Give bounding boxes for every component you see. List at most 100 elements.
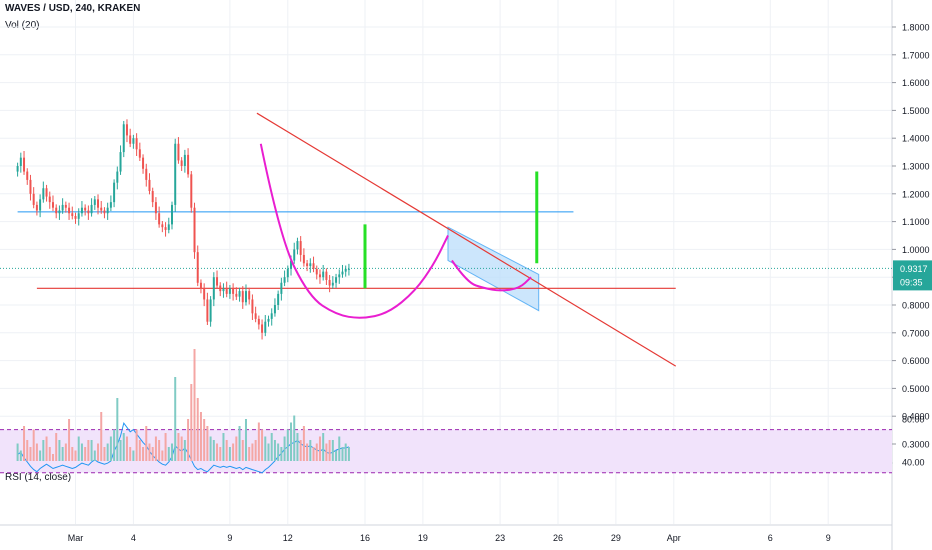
candle-body — [257, 318, 260, 325]
price-tick-label: 0.4000 — [902, 412, 930, 422]
candle-body — [58, 210, 61, 214]
candle-body — [42, 188, 45, 200]
candle-body — [164, 227, 167, 230]
volume-bar — [145, 426, 148, 461]
candle — [331, 276, 334, 289]
volume-bar — [312, 447, 315, 461]
volume-bar — [23, 426, 26, 461]
candle-body — [187, 154, 190, 175]
candle-body — [193, 207, 196, 253]
candle — [222, 283, 225, 298]
volume-bar — [174, 377, 177, 461]
candle-body — [296, 241, 299, 250]
candle-body — [283, 277, 286, 283]
volume-bar — [216, 443, 219, 461]
candle-body — [158, 213, 161, 225]
candle-body — [80, 207, 83, 214]
candle — [71, 206, 74, 220]
volume-bar — [286, 429, 289, 461]
candle-body — [16, 166, 19, 172]
candle — [244, 284, 247, 306]
candle-body — [135, 138, 138, 150]
rsi-tick-label: 80.00 — [902, 414, 925, 424]
candle-body — [190, 174, 193, 208]
candle — [251, 294, 254, 321]
volume-bar — [302, 426, 305, 461]
candle-body — [219, 285, 222, 292]
volume-bar — [309, 440, 312, 461]
candle-body — [113, 182, 116, 203]
volume-bar — [222, 433, 225, 461]
volume-bar — [248, 447, 251, 461]
volume-bar — [148, 443, 151, 461]
volume-bar — [74, 450, 77, 461]
candle — [238, 287, 241, 302]
candle — [113, 179, 116, 208]
candle — [167, 217, 170, 234]
volume-bar — [177, 433, 180, 461]
candle — [132, 134, 135, 149]
rsi-tick-label: 40.00 — [902, 458, 925, 468]
volume-bar — [280, 447, 283, 461]
candle-body — [212, 277, 215, 300]
candle-body — [29, 179, 32, 194]
volume-bar — [254, 440, 257, 461]
volume-bar — [277, 443, 280, 461]
candle-body — [325, 271, 328, 280]
volume-bar — [106, 443, 109, 461]
candle — [48, 191, 51, 209]
candle — [267, 315, 270, 327]
volume-bar — [138, 440, 141, 461]
volume-bar — [180, 436, 183, 461]
candle-body — [318, 274, 321, 278]
candle-body — [315, 268, 318, 275]
candle — [103, 207, 106, 219]
volume-bar — [209, 436, 212, 461]
volume-bar — [273, 440, 276, 461]
candle-body — [93, 199, 96, 205]
descending-trendline — [256, 112, 677, 367]
candle-body — [119, 152, 122, 172]
time-tick-label: 4 — [131, 533, 136, 543]
candle — [203, 283, 206, 307]
price-badge-bg — [893, 260, 932, 291]
candle — [51, 195, 54, 212]
candle-body — [180, 160, 183, 166]
volume-bar — [151, 447, 154, 461]
volume-bar — [158, 440, 161, 461]
volume-bar — [257, 422, 260, 461]
candle — [109, 195, 112, 212]
volume-bar — [161, 450, 164, 461]
volume-bar — [135, 429, 138, 461]
candle — [177, 137, 180, 164]
candle — [145, 163, 148, 187]
candle-body — [232, 288, 235, 294]
candle — [100, 201, 103, 214]
candle — [318, 269, 321, 284]
candle — [97, 194, 100, 215]
rsi-pane — [0, 421, 892, 474]
candle — [180, 157, 183, 172]
volume-bar — [32, 429, 35, 461]
time-axis[interactable]: Mar 4 9 12 16 19 23 26 29 Apr 6 9 — [68, 533, 831, 543]
candle — [264, 315, 267, 337]
price-tick-label: 0.5000 — [902, 384, 930, 394]
candle-body — [199, 282, 202, 289]
candle — [235, 287, 238, 300]
candle-body — [51, 202, 54, 208]
candle-body — [125, 124, 128, 136]
volume-bar — [142, 447, 145, 461]
candle-body — [68, 207, 71, 214]
volume-bar — [113, 429, 116, 461]
volume-bar — [225, 440, 228, 461]
volume-bar — [90, 440, 93, 461]
candle — [283, 270, 286, 287]
candle — [45, 184, 48, 202]
volume-bar — [68, 419, 71, 461]
candle-body — [286, 268, 289, 278]
price-tick-label: 0.3000 — [902, 440, 930, 450]
candle — [312, 256, 315, 273]
price-tick-label: 1.0000 — [902, 245, 930, 255]
price-tick-label: 1.6000 — [902, 78, 930, 88]
